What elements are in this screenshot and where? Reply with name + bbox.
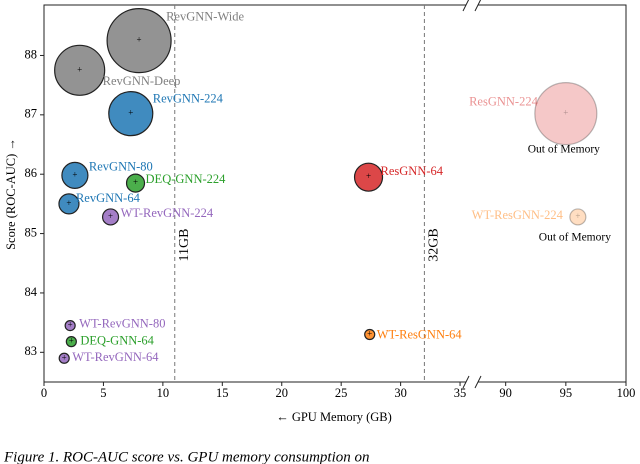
bubble-center: +	[366, 171, 371, 181]
axis-break	[462, 375, 470, 389]
y-tick-label: 83	[25, 344, 38, 358]
bubble-label: WT-ResGNN-224	[472, 208, 564, 222]
x-axis-label: ← GPU Memory (GB)	[276, 410, 392, 424]
bubble-center: +	[72, 169, 77, 179]
bubble-label: RevGNN-64	[76, 191, 141, 205]
y-tick-label: 88	[25, 47, 38, 61]
bubble-label: DEQ-GNN-64	[80, 334, 154, 348]
bubble	[101, 208, 120, 226]
axis-break	[474, 375, 482, 389]
bubble	[65, 336, 77, 348]
x-tick-label: 90	[499, 386, 512, 400]
bubble-center: +	[133, 177, 138, 187]
memory-limit-label: 11GB	[177, 229, 192, 262]
annotation: Out of Memory	[528, 143, 600, 155]
y-tick-label: 87	[25, 107, 38, 121]
bubble	[54, 44, 106, 96]
bubble	[64, 319, 76, 332]
bubble-center: +	[575, 211, 580, 221]
bubble-label: WT-RevGNN-64	[72, 350, 159, 364]
annotation: Out of Memory	[539, 232, 611, 244]
x-tick-label: 20	[275, 386, 288, 400]
memory-limit-label: 32GB	[427, 228, 442, 261]
y-tick-label: 84	[25, 285, 38, 299]
x-tick-label: 25	[335, 386, 348, 400]
bubble-center: +	[108, 211, 113, 221]
bubble-label: ResGNN-224	[469, 95, 538, 109]
bubble	[58, 352, 70, 364]
bubble	[353, 162, 384, 192]
bubble-center: +	[128, 108, 133, 118]
x-tick-label: 30	[394, 386, 407, 400]
y-axis-label: Score (ROC-AUC) →	[4, 138, 18, 250]
caption: Figure 1. ROC-AUC score vs. GPU memory c…	[3, 449, 370, 464]
axis-break	[462, 0, 470, 12]
x-tick-label: 15	[216, 386, 229, 400]
bubble-center: +	[367, 329, 372, 339]
bubble	[61, 161, 89, 189]
bubble-center: +	[69, 336, 74, 346]
bubble-center: +	[62, 352, 67, 362]
y-tick-label: 86	[25, 166, 38, 180]
bubble-label: RevGNN-Wide	[166, 9, 244, 23]
bubble	[108, 91, 154, 137]
bubble	[106, 8, 172, 74]
bubble-center: +	[68, 320, 73, 330]
bubble-center: +	[66, 198, 71, 208]
bubble-label: RevGNN-224	[153, 92, 224, 106]
bubble-label: RevGNN-Deep	[103, 74, 181, 88]
x-tick-label: 95	[560, 386, 573, 400]
bubble	[569, 208, 587, 226]
bubble-center: +	[137, 35, 142, 45]
bubble-label: RevGNN-80	[89, 159, 153, 173]
bubble	[364, 328, 376, 341]
bubble-label: WT-RevGNN-224	[121, 206, 214, 220]
axis-frame	[478, 4, 627, 383]
axis-break	[474, 0, 482, 12]
bubble-label: WT-ResGNN-64	[377, 327, 463, 341]
bubble	[534, 82, 598, 146]
bubble-center: +	[77, 64, 82, 74]
bubble-label: DEQ-GNN-224	[146, 172, 227, 186]
x-tick-label: 35	[454, 386, 467, 400]
x-tick-label: 0	[41, 386, 47, 400]
bubble	[58, 193, 80, 215]
bubble-label: WT-RevGNN-80	[79, 316, 165, 330]
bubble-center: +	[563, 108, 568, 118]
x-tick-label: 10	[157, 386, 170, 400]
y-tick-label: 85	[25, 225, 38, 239]
x-tick-label: 100	[617, 386, 636, 400]
axis-frame	[43, 4, 466, 383]
bubble	[125, 173, 146, 193]
x-tick-label: 5	[100, 386, 106, 400]
bubble-label: ResGNN-64	[381, 164, 444, 178]
